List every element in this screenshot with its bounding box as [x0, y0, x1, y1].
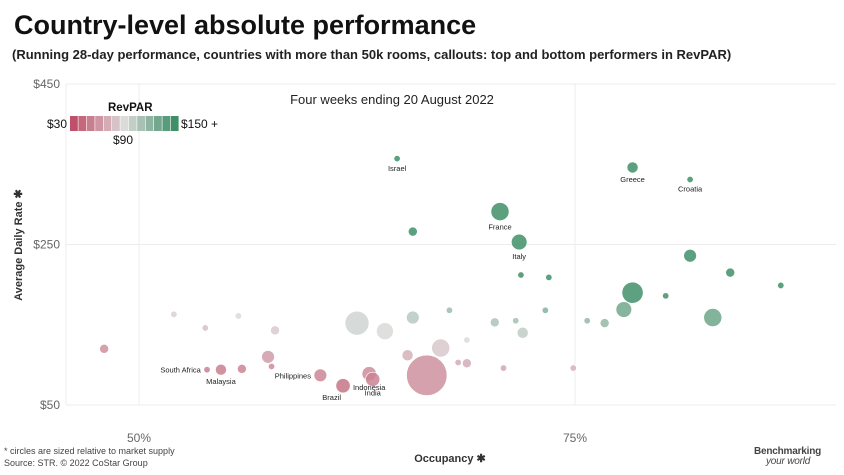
y-tick-label: $50 [40, 398, 60, 412]
legend-swatch [154, 116, 162, 131]
data-point [517, 271, 525, 279]
data-point [335, 378, 351, 394]
point-label: India [365, 388, 382, 397]
data-point [407, 226, 418, 237]
data-point [237, 364, 247, 374]
legend-title: RevPAR [108, 102, 153, 114]
period-annotation: Four weeks ending 20 August 2022 [290, 92, 494, 107]
point-label: Philippines [275, 371, 312, 380]
data-point [583, 317, 591, 325]
point-label: Brazil [322, 393, 341, 402]
data-point [261, 350, 275, 364]
data-point [541, 306, 549, 314]
data-point [683, 249, 697, 263]
legend-swatch [162, 116, 171, 131]
data-point [344, 310, 370, 336]
legend-mid-label: $90 [113, 133, 133, 147]
point-label: South Africa [160, 366, 201, 375]
point-label: Malaysia [206, 377, 236, 386]
footnote: * circles are sized relative to market s… [4, 446, 175, 456]
legend-min-label: $30 [47, 117, 67, 131]
data-point [516, 326, 529, 339]
data-point [393, 155, 401, 163]
brand-line-1: Benchmarking [754, 446, 822, 457]
data-point [270, 325, 280, 336]
data-point [99, 343, 109, 354]
data-point [203, 366, 211, 374]
data-point [489, 317, 500, 328]
chart-title: Country-level absolute performance [14, 10, 477, 40]
data-point [215, 363, 227, 376]
point-label: Greece [620, 175, 645, 184]
data-point [463, 336, 471, 344]
data-point [499, 364, 507, 372]
data-point [365, 371, 381, 387]
legend-swatch [120, 116, 129, 131]
data-point [234, 312, 242, 320]
data-point [445, 306, 453, 314]
data-point [454, 358, 462, 366]
data-point [201, 324, 209, 332]
revpar-legend: RevPAR $30 $150 + $90 [47, 102, 218, 147]
data-point [662, 292, 670, 300]
point-label: Italy [512, 252, 526, 261]
point-label: Indonesia [353, 383, 386, 392]
data-point [431, 338, 451, 358]
data-point [268, 362, 276, 370]
legend-max-label: $150 + [181, 117, 218, 131]
brand-logo: Benchmarking your world [754, 447, 821, 467]
data-point [686, 175, 694, 183]
y-tick-label: $250 [33, 238, 60, 252]
data-point [462, 358, 472, 369]
data-point [512, 317, 520, 325]
chart-subtitle: (Running 28-day performance, countries w… [12, 47, 732, 62]
y-axis-title: Average Daily Rate ✱ [13, 189, 25, 301]
legend-swatch [70, 116, 78, 131]
brand-line-2: your world [766, 456, 811, 467]
legend-swatch [95, 116, 103, 131]
legend-swatch [78, 116, 87, 131]
data-point [376, 322, 394, 340]
data-point [406, 310, 420, 325]
legend-swatch [86, 116, 95, 131]
x-tick-label: 50% [127, 431, 151, 445]
legend-swatch [137, 116, 145, 131]
point-label: France [488, 223, 511, 232]
legend-swatch [128, 116, 137, 131]
x-tick-label: 75% [563, 431, 587, 445]
point-label: Croatia [678, 185, 703, 194]
legend-swatch [112, 116, 120, 131]
data-point [313, 368, 328, 383]
data-point [615, 301, 632, 318]
data-point [621, 281, 644, 304]
data-point [703, 308, 723, 327]
data-point [401, 349, 414, 362]
data-point [545, 273, 553, 281]
x-axis-title: Occupancy ✱ [414, 453, 486, 465]
data-point [490, 202, 510, 221]
legend-swatch [103, 116, 112, 131]
data-point [777, 281, 785, 289]
data-point [170, 310, 178, 318]
data-point [599, 318, 610, 328]
source-note: Source: STR. © 2022 CoStar Group [4, 458, 148, 468]
data-point [511, 233, 528, 251]
point-label: Israel [388, 164, 407, 173]
y-tick-label: $450 [33, 77, 60, 91]
data-point [725, 267, 736, 278]
legend-swatch [170, 116, 179, 131]
data-point [569, 364, 577, 372]
data-point [406, 354, 448, 396]
data-point [626, 161, 639, 174]
legend-swatch [145, 116, 154, 131]
